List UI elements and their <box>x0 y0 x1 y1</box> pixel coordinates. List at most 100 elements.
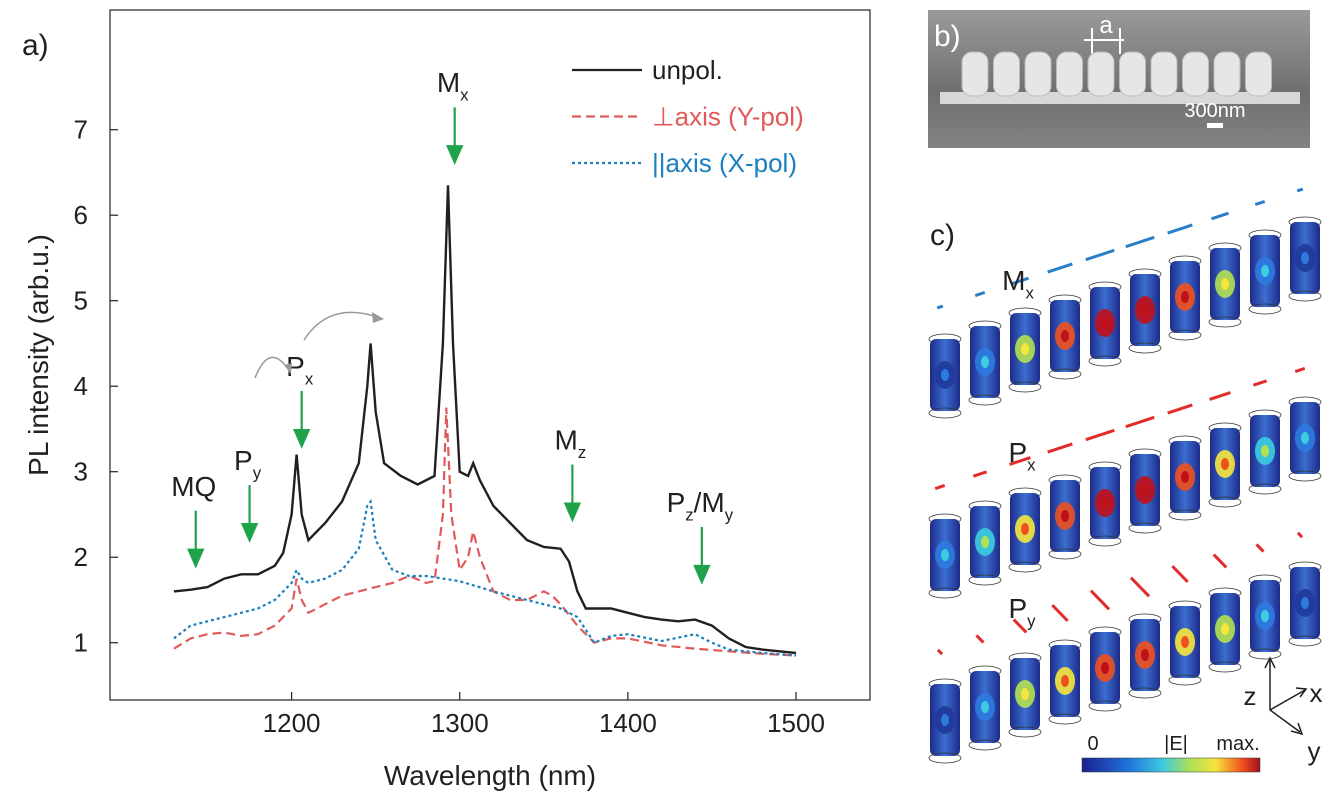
dipole-arrow <box>1089 589 1111 611</box>
panel-label: c) <box>930 219 955 252</box>
dipole-arrow <box>972 470 988 478</box>
annotation-label: Pz/My <box>667 487 734 524</box>
mode-row <box>928 187 1322 419</box>
dipole-arrow <box>1012 618 1028 634</box>
annotation-arrow <box>563 464 582 523</box>
dipole-arrow <box>1296 187 1304 193</box>
period-label: a <box>1099 12 1113 39</box>
axis-name: x <box>1310 678 1323 708</box>
transition-arrow <box>303 311 381 341</box>
field-core <box>1181 291 1189 303</box>
y-tick-label: 7 <box>74 115 88 145</box>
field-core <box>1141 304 1149 316</box>
field-core <box>981 701 989 713</box>
field-core <box>941 369 949 381</box>
annotation-label: Mz <box>555 425 587 462</box>
subscript: y <box>253 464 262 483</box>
pillar-bottom <box>1088 355 1122 367</box>
field-core <box>1101 662 1109 674</box>
pillar-bottom <box>1008 381 1042 393</box>
pillar-bottom <box>1208 316 1242 328</box>
pillar-bottom <box>1048 368 1082 380</box>
field-core <box>1061 675 1069 687</box>
pillar-bottom <box>968 574 1002 586</box>
pillar-bottom <box>1048 713 1082 725</box>
subscript: z <box>685 505 693 524</box>
pillar-bottom <box>1208 496 1242 508</box>
label-part: P <box>286 351 305 382</box>
dipole-arrow <box>936 648 944 656</box>
y-tick-label: 4 <box>74 371 88 401</box>
dipole-arrow <box>1047 262 1073 274</box>
dipole-arrow <box>1252 379 1268 387</box>
sem-base <box>940 92 1300 104</box>
field-core <box>1221 278 1229 290</box>
dipole-arrow <box>1296 531 1304 539</box>
field-core <box>981 356 989 368</box>
field-core <box>1261 265 1269 277</box>
colorbar <box>1081 757 1261 773</box>
y-tick-label: 3 <box>74 457 88 487</box>
annotation-label: Mx <box>437 67 469 104</box>
field-core <box>1061 510 1069 522</box>
pillar-bottom <box>1288 290 1322 302</box>
dipole-arrow <box>1085 428 1115 442</box>
field-core <box>1301 252 1309 264</box>
dipole-arrow <box>975 634 985 644</box>
sem-pillar <box>1056 51 1083 97</box>
pillar-bottom <box>1248 648 1282 660</box>
field-core <box>1021 523 1029 535</box>
plot-frame <box>109 9 871 701</box>
sem-pillar <box>1245 51 1272 97</box>
subscript: x <box>1027 455 1036 474</box>
colorbar-label: max. <box>1216 733 1259 755</box>
subscript: x <box>1025 283 1034 302</box>
scale-bar-label: 300nm <box>1184 100 1245 122</box>
axis-name: y <box>1308 736 1321 766</box>
pillar-bottom <box>1168 329 1202 341</box>
sem-pillar <box>961 51 989 97</box>
legend-symbol: || <box>652 148 666 178</box>
sem-pillar <box>993 51 1020 97</box>
pillar-bottom <box>1128 522 1162 534</box>
y-tick-label: 2 <box>74 542 88 572</box>
y-tick-label: 5 <box>74 286 88 316</box>
field-core <box>1141 649 1149 661</box>
field-core <box>1181 471 1189 483</box>
pillar-bottom <box>1088 700 1122 712</box>
dipole-arrow <box>1010 276 1030 286</box>
pillar-bottom <box>928 587 962 599</box>
colorbar-label: 0 <box>1087 733 1098 755</box>
label-part: P <box>1008 437 1027 468</box>
field-core <box>1301 432 1309 444</box>
dipole-arrow <box>1051 604 1069 622</box>
field-core <box>1021 688 1029 700</box>
label-part: MQ <box>171 471 216 502</box>
field-core <box>1261 445 1269 457</box>
field-core <box>941 549 949 561</box>
x-tick-label: 1500 <box>767 708 825 738</box>
field-core <box>1261 610 1269 622</box>
series-line <box>173 185 797 655</box>
dipole-arrow <box>974 291 986 297</box>
annotation-label: Px <box>1008 437 1036 474</box>
legend-label: ||axis (X-pol) <box>652 148 797 178</box>
y-tick-label: 6 <box>74 200 88 230</box>
label-part: /M <box>694 487 725 518</box>
field-core <box>1021 343 1029 355</box>
label-part: P <box>1008 593 1027 624</box>
field-core <box>1101 497 1109 509</box>
dipole-arrow <box>1254 200 1266 206</box>
annotation-label: Px <box>286 351 314 388</box>
dipole-arrow <box>1212 553 1228 569</box>
dipole-arrow <box>936 304 944 310</box>
subscript: x <box>460 86 469 105</box>
series-line <box>173 407 797 657</box>
pillar-bottom <box>1008 726 1042 738</box>
sem-pillar <box>1182 51 1209 97</box>
dipole-arrow <box>934 484 946 490</box>
field-core <box>1221 458 1229 470</box>
colorbar-label: |E| <box>1164 733 1188 755</box>
subscript: z <box>578 443 586 462</box>
sem-pillar <box>1150 51 1178 97</box>
